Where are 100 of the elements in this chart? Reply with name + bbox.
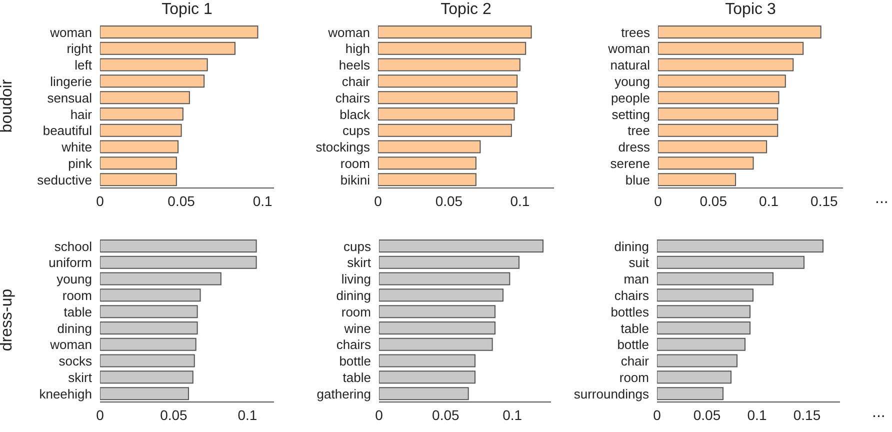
bar — [100, 239, 257, 252]
bar — [658, 140, 768, 154]
bar — [379, 321, 496, 334]
bar — [378, 74, 518, 88]
bar — [658, 25, 822, 38]
bar — [378, 42, 526, 55]
bar — [657, 338, 746, 351]
y-tick-label: room — [619, 370, 649, 386]
bar — [658, 42, 804, 55]
y-tick-label: chair — [342, 74, 371, 90]
x-tick-label: 0 — [96, 406, 104, 423]
y-tick-label: bottle — [339, 354, 371, 369]
y-tick-label: black — [340, 106, 370, 122]
x-tick-label: 0.05 — [693, 406, 721, 423]
x-tick-label: 0.05 — [160, 406, 188, 423]
y-tick-label: wine — [343, 320, 371, 336]
y-tick-label: hair — [70, 106, 93, 122]
y-tick-label: heels — [338, 58, 370, 73]
x-tick-label: 0 — [654, 192, 662, 209]
bar — [378, 124, 512, 137]
bar — [657, 354, 738, 368]
y-tick-label: room — [341, 304, 371, 320]
bar — [657, 256, 804, 269]
y-tick-label: right — [66, 41, 92, 56]
bar — [658, 124, 778, 137]
bar — [657, 370, 732, 384]
y-tick-label: chairs — [335, 90, 370, 106]
y-tick-label: serene — [610, 156, 650, 172]
y-tick-label: bottle — [617, 337, 649, 352]
y-tick-label: stockings — [316, 140, 370, 155]
bar — [378, 107, 515, 120]
bar — [657, 239, 824, 252]
bar — [657, 288, 754, 302]
bar — [657, 272, 774, 286]
y-tick-label: skirt — [347, 255, 372, 270]
bar — [378, 58, 520, 72]
y-tick-label: kneehigh — [39, 386, 92, 402]
x-tick-label: 0.1 — [510, 192, 530, 209]
bar — [100, 354, 195, 368]
bar — [100, 288, 201, 302]
bar — [100, 124, 182, 137]
x-tick-label: 0.1 — [759, 192, 779, 209]
y-tick-label: natural — [610, 58, 650, 73]
bar — [100, 107, 184, 120]
bar — [379, 338, 493, 351]
y-tick-label: people — [610, 90, 650, 106]
x-tick-label: 0.1 — [747, 406, 767, 423]
x-tick-label: 0 — [96, 192, 104, 209]
y-tick-label: lingerie — [50, 74, 92, 90]
x-tick-label: 0.05 — [168, 192, 196, 209]
bar — [100, 42, 236, 55]
y-tick-label: white — [60, 140, 92, 155]
y-tick-label: young — [56, 272, 92, 287]
y-tick-label: setting — [612, 106, 650, 122]
x-tick-label: 0.1 — [238, 406, 258, 423]
bar — [100, 338, 196, 351]
x-tick-label: 0 — [375, 406, 384, 423]
y-tick-label: surroundings — [574, 386, 650, 402]
y-tick-label: dining — [57, 320, 92, 336]
y-tick-label: young — [614, 74, 650, 90]
bar — [100, 140, 179, 154]
y-tick-label: table — [64, 304, 92, 320]
bar — [100, 91, 190, 104]
y-tick-label: beautiful — [42, 123, 92, 138]
bar — [658, 74, 786, 88]
chart-title: Topic 1 — [160, 0, 214, 20]
bar — [378, 156, 476, 170]
x-tick-label: 0 — [374, 192, 382, 209]
bar — [378, 140, 481, 154]
bar — [379, 272, 510, 286]
y-tick-label: high — [345, 41, 370, 56]
bar — [378, 25, 532, 38]
bar — [379, 305, 496, 318]
bar — [379, 288, 504, 302]
y-axis-title: dress-up — [0, 288, 16, 352]
chart-title: Topic 3 — [724, 0, 777, 20]
bar — [658, 91, 780, 104]
y-tick-label: uniform — [48, 255, 92, 270]
y-tick-label: skirt — [68, 370, 92, 386]
y-tick-label: cups — [342, 123, 370, 138]
bar — [379, 256, 520, 269]
y-tick-label: woman — [607, 41, 650, 56]
y-tick-label: bikini — [340, 172, 370, 188]
bar — [100, 370, 194, 384]
y-tick-label: room — [340, 156, 370, 172]
y-tick-label: cups — [344, 238, 372, 254]
y-tick-label: sensual — [47, 90, 92, 106]
y-tick-label: dining — [614, 238, 649, 254]
y-tick-label: dress — [618, 140, 650, 155]
bar — [100, 74, 205, 88]
x-tick-label: 0.05 — [432, 406, 460, 423]
y-tick-label: school — [54, 238, 92, 254]
text: ... — [875, 190, 888, 208]
bar — [100, 58, 208, 72]
bar — [379, 354, 476, 368]
bar — [657, 321, 750, 334]
x-tick-label: 0.1 — [252, 192, 273, 209]
bar — [100, 272, 222, 286]
bar — [657, 305, 750, 318]
y-tick-label: trees — [621, 24, 650, 40]
